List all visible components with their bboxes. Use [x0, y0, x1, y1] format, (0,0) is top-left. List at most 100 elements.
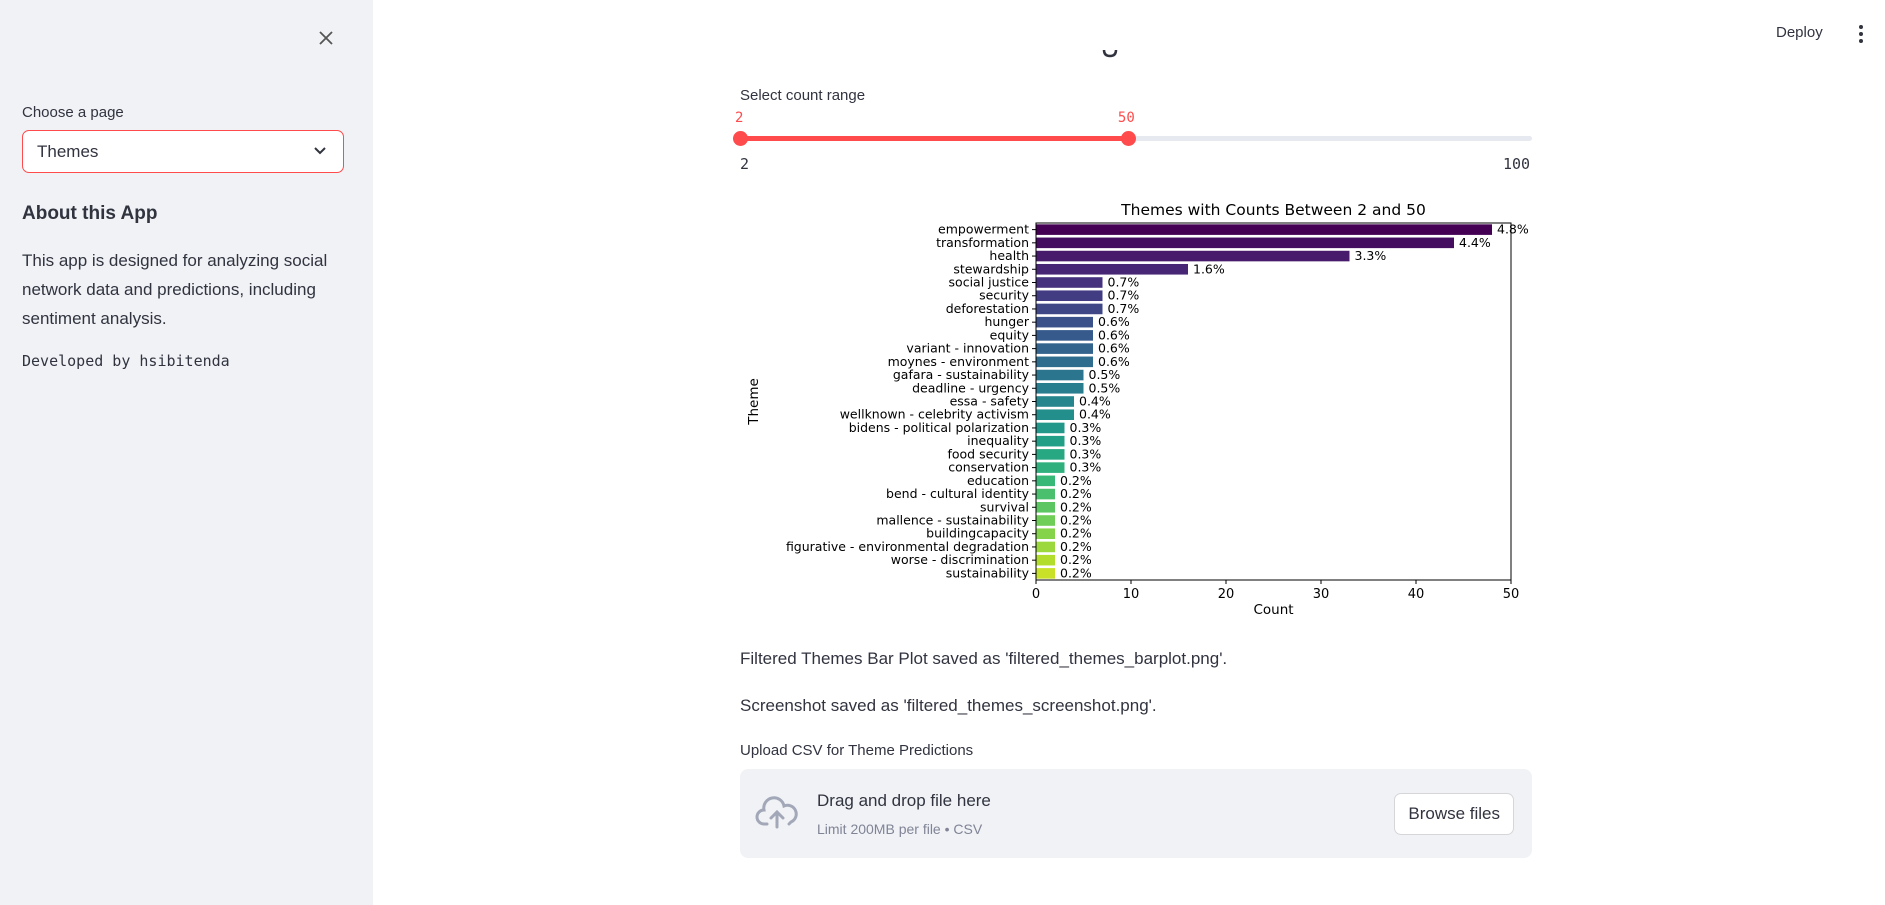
page-select-value: Themes — [37, 141, 99, 161]
y-tick-label: social justice — [949, 275, 1030, 290]
bar — [1036, 369, 1084, 381]
data-label: 0.3% — [1070, 433, 1102, 448]
data-label: 4.4% — [1459, 235, 1491, 250]
y-tick-label: worse - discrimination — [891, 552, 1029, 567]
data-label: 0.4% — [1079, 394, 1111, 409]
x-tick-label: 20 — [1218, 587, 1235, 602]
plot-frame — [1035, 222, 1512, 581]
bar — [1036, 343, 1093, 354]
data-label: 0.6% — [1098, 341, 1130, 356]
slider-high-value: 50 — [1117, 110, 1135, 126]
bar — [1036, 435, 1065, 447]
slider-track[interactable] — [740, 136, 1532, 141]
data-label: 0.6% — [1098, 354, 1130, 369]
dropzone-limit: Limit 200MB per file • CSV — [817, 821, 983, 837]
bar — [1036, 290, 1103, 302]
y-tick-label: food security — [947, 446, 1029, 461]
y-tick-label: buildingcapacity — [926, 526, 1029, 541]
bar — [1036, 316, 1093, 328]
data-label: 0.2% — [1060, 499, 1092, 514]
data-label: 0.2% — [1060, 552, 1092, 567]
dropzone-title: Drag and drop file here — [817, 791, 991, 810]
bar — [1036, 568, 1055, 579]
data-label: 0.5% — [1089, 367, 1121, 382]
slider-range-fill — [740, 136, 1128, 141]
bar — [1036, 356, 1093, 368]
data-label: 0.7% — [1108, 275, 1140, 290]
y-tick-label: hunger — [984, 314, 1029, 329]
bar — [1036, 303, 1103, 315]
data-label: 0.4% — [1079, 407, 1111, 422]
bar — [1036, 224, 1492, 235]
y-tick-label: deadline - urgency — [912, 380, 1029, 395]
y-tick-label: sustainability — [946, 565, 1030, 580]
close-sidebar-button[interactable] — [312, 24, 340, 52]
data-label: 0.2% — [1060, 539, 1092, 554]
y-tick-label: stewardship — [953, 261, 1029, 276]
y-tick-label: empowerment — [938, 222, 1029, 237]
deploy-button[interactable]: Deploy — [1770, 20, 1829, 45]
y-tick-label: essa - safety — [950, 394, 1030, 409]
slider-min-label: 2 — [740, 155, 750, 173]
bar — [1036, 488, 1055, 500]
data-label: 0.6% — [1098, 327, 1130, 342]
x-tick-label: 10 — [1123, 587, 1140, 602]
y-tick-label: transformation — [936, 235, 1029, 250]
page-select[interactable]: Themes — [22, 130, 344, 173]
data-label: 0.2% — [1060, 565, 1092, 580]
title-fragment — [1102, 50, 1118, 58]
y-tick-label: moynes - environment — [888, 354, 1030, 369]
barplot-saved-message: Filtered Themes Bar Plot saved as 'filte… — [740, 649, 1228, 668]
bar — [1036, 263, 1188, 275]
close-icon — [319, 31, 333, 45]
bar — [1036, 528, 1055, 540]
y-tick-label: wellknown - celebrity activism — [840, 407, 1029, 422]
sidebar: Choose a page Themes About this App This… — [0, 0, 373, 905]
bar — [1036, 409, 1074, 421]
about-heading: About this App — [22, 203, 158, 224]
y-tick-label: survival — [980, 499, 1029, 514]
slider-max-label: 100 — [1503, 155, 1531, 173]
more-vertical-icon — [1859, 25, 1863, 43]
file-dropzone[interactable]: Drag and drop file here Limit 200MB per … — [740, 769, 1532, 858]
x-tick-label: 50 — [1503, 587, 1520, 602]
bar — [1036, 277, 1103, 288]
developer-credit: Developed by hsibitenda — [22, 352, 230, 370]
data-label: 0.7% — [1108, 301, 1140, 316]
bar — [1036, 541, 1055, 553]
y-tick-label: deforestation — [946, 301, 1029, 316]
bar — [1036, 237, 1454, 249]
data-label: 0.3% — [1070, 460, 1102, 475]
data-label: 0.2% — [1060, 486, 1092, 501]
main-menu-button[interactable] — [1853, 22, 1869, 46]
x-axis-label: Count — [1253, 602, 1293, 618]
data-label: 0.3% — [1070, 446, 1102, 461]
bar — [1036, 250, 1350, 262]
data-label: 4.8% — [1497, 222, 1529, 237]
data-label: 3.3% — [1355, 248, 1387, 263]
bar — [1036, 515, 1055, 526]
y-tick-label: education — [967, 473, 1029, 488]
chart-title: Themes with Counts Between 2 and 50 — [1120, 201, 1426, 219]
y-axis-label: Theme — [746, 378, 762, 426]
cloud-upload-icon — [755, 796, 798, 829]
bar — [1036, 501, 1055, 513]
chevron-down-icon — [314, 147, 326, 155]
y-tick-label: health — [989, 248, 1029, 263]
slider-low-value: 2 — [735, 110, 744, 126]
slider-high-thumb[interactable] — [1120, 131, 1136, 146]
y-tick-label: security — [979, 288, 1030, 303]
upload-label: Upload CSV for Theme Predictions — [740, 742, 974, 759]
screenshot-saved-message: Screenshot saved as 'filtered_themes_scr… — [740, 696, 1157, 715]
x-tick-label: 0 — [1032, 587, 1040, 602]
bar — [1036, 330, 1093, 341]
bar — [1036, 396, 1074, 407]
slider-label: Select count range — [740, 87, 866, 104]
data-label: 0.7% — [1108, 288, 1140, 303]
data-label: 0.2% — [1060, 526, 1092, 541]
y-tick-label: inequality — [967, 433, 1029, 448]
themes-bar-chart: empowerment 4.8% transformation 4.4% health 3… — [746, 201, 1529, 618]
browse-files-button[interactable]: Browse files — [1394, 793, 1514, 835]
data-label: 0.6% — [1098, 314, 1130, 329]
slider-low-thumb[interactable] — [733, 131, 748, 146]
